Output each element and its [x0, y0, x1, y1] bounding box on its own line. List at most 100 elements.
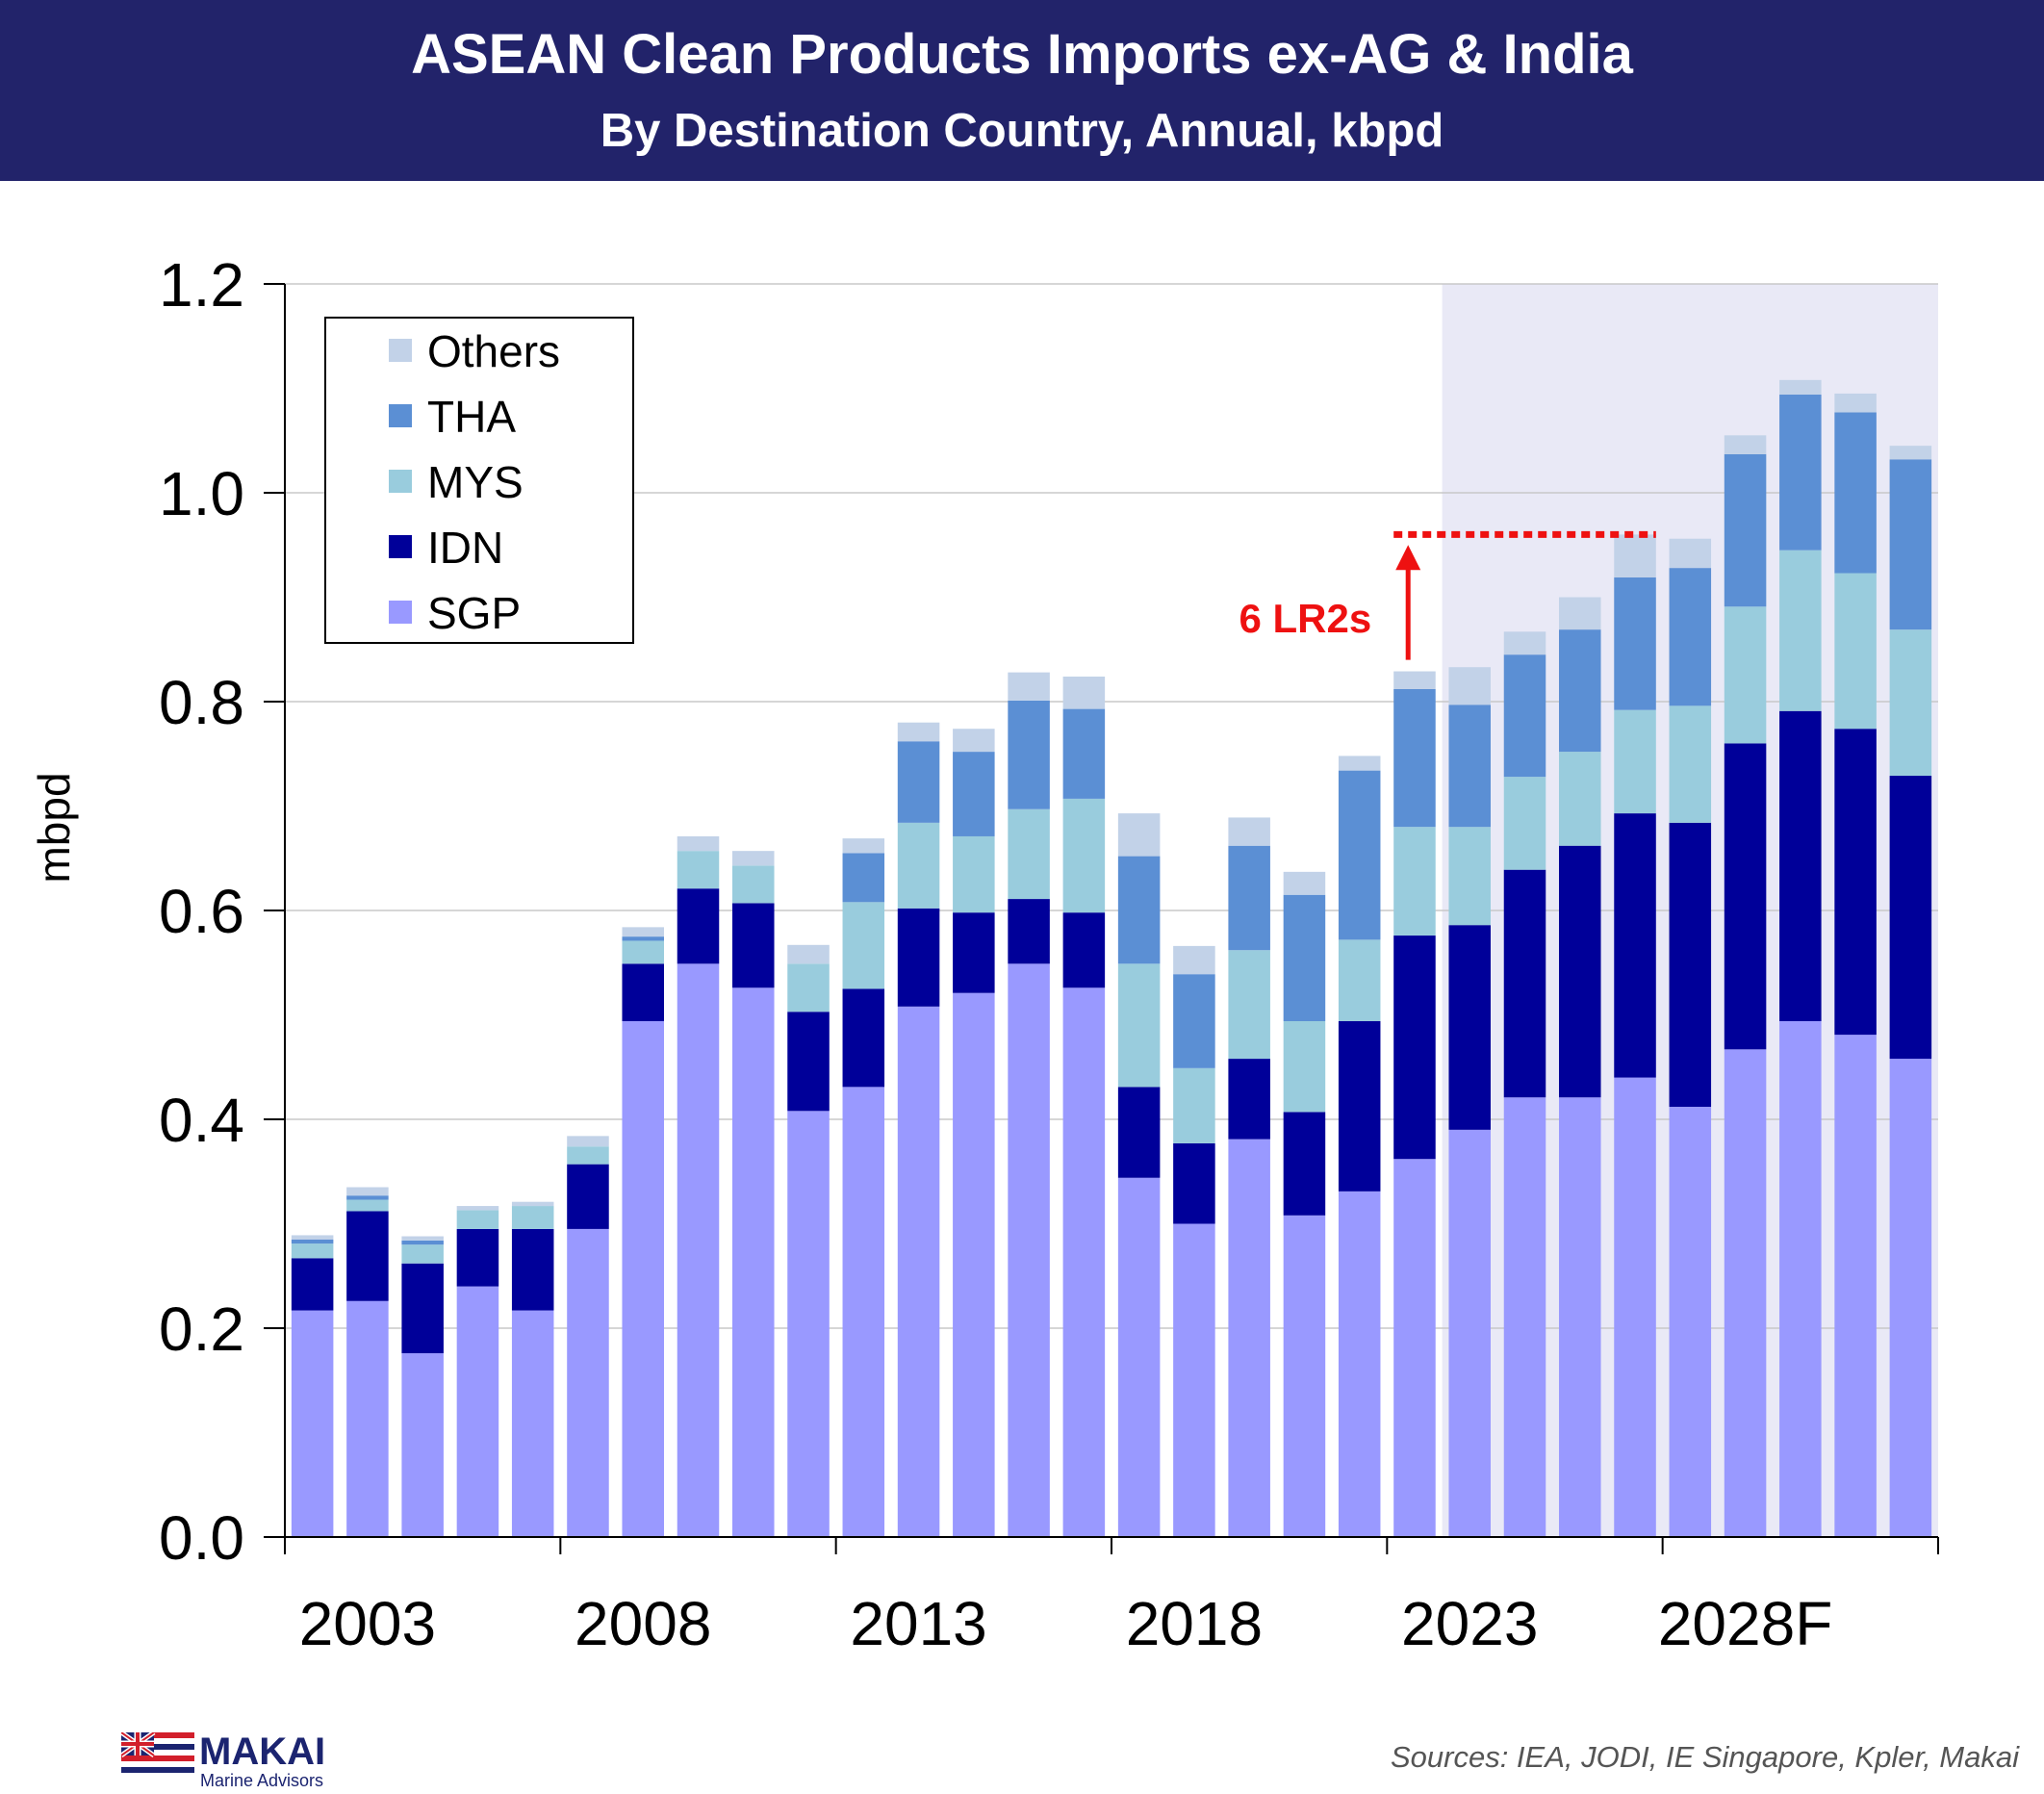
bar-segment-sgp-2004: [346, 1300, 389, 1537]
legend: Others THA MYS IDN SGP: [324, 317, 634, 644]
bar-segment-idn-2005: [401, 1263, 444, 1354]
bar-segment-sgp-2007: [511, 1310, 554, 1537]
bar-segment-tha-2019: [1173, 974, 1215, 1068]
bar-segment-others-2019: [1173, 945, 1215, 975]
bar-segment-others-2030: [1779, 379, 1822, 396]
x-tick-label: 2028F: [1658, 1589, 1832, 1658]
bar-segment-tha-2021: [1283, 894, 1326, 1022]
bar-segment-sgp-2009: [622, 1021, 664, 1537]
bar-segment-idn-2026: [1559, 845, 1601, 1098]
bar-segment-others-2004: [346, 1187, 389, 1196]
chart-header: ASEAN Clean Products Imports ex-AG & Ind…: [0, 0, 2044, 181]
bar-segment-sgp-2012: [787, 1111, 830, 1537]
bar-segment-others-2021: [1283, 871, 1326, 895]
bar-segment-sgp-2013: [842, 1087, 885, 1537]
legend-swatch-idn: [389, 535, 412, 558]
bar-segment-others-2027: [1614, 534, 1656, 577]
bar-segment-mys-2005: [401, 1244, 444, 1264]
bar-segment-mys-2024: [1448, 827, 1491, 926]
bar-segment-others-2011: [732, 851, 775, 866]
chart-subtitle: By Destination Country, Annual, kbpd: [600, 105, 1444, 157]
bar-segment-idn-2014: [897, 908, 940, 1007]
bar-segment-mys-2030: [1779, 550, 1822, 711]
sources-note: Sources: IEA, JODI, IE Singapore, Kpler,…: [1390, 1740, 2019, 1774]
bar-segment-mys-2032: [1889, 629, 1932, 777]
bar-segment-tha-2004: [346, 1195, 389, 1200]
bar-segment-others-2007: [511, 1201, 554, 1207]
bar-segment-sgp-2026: [1559, 1097, 1601, 1537]
bar-segment-sgp-2031: [1834, 1035, 1877, 1537]
bar-segment-sgp-2030: [1779, 1021, 1822, 1537]
bar-segment-idn-2017: [1062, 912, 1106, 988]
bar-segment-others-2025: [1503, 631, 1546, 655]
bar-segment-mys-2008: [567, 1146, 609, 1165]
bar-segment-others-2018: [1117, 813, 1161, 857]
legend-label-idn: IDN: [427, 523, 503, 573]
bars: [291, 379, 1932, 1537]
arrow-head: [1395, 545, 1421, 571]
bar-segment-idn-2024: [1448, 925, 1491, 1130]
bar-segment-idn-2003: [291, 1258, 334, 1311]
bar-segment-mys-2019: [1173, 1067, 1215, 1143]
bar-segment-sgp-2029: [1724, 1049, 1767, 1537]
lr2-annotation: 6 LR2s: [1239, 530, 1656, 660]
bar-segment-idn-2028: [1669, 822, 1712, 1107]
bar-segment-tha-2017: [1062, 708, 1106, 799]
legend-swatch-mys: [389, 470, 412, 493]
bar-segment-sgp-2017: [1062, 987, 1106, 1537]
bar-segment-others-2020: [1228, 817, 1270, 846]
legend-box: [324, 317, 634, 644]
bar-segment-tha-2003: [291, 1239, 334, 1244]
bar-segment-sgp-2025: [1503, 1097, 1546, 1537]
bar-segment-idn-2023: [1393, 935, 1436, 1160]
bar-segment-others-2017: [1062, 676, 1106, 709]
axes: 0.0 0.2 0.4 0.6 0.8 1.0 1.2 2003 2008 2013 2018 202…: [159, 250, 1939, 1658]
bar-segment-mys-2009: [622, 940, 664, 964]
bar-segment-others-2003: [291, 1235, 334, 1240]
bar-segment-sgp-2023: [1393, 1159, 1436, 1537]
bar-segment-sgp-2018: [1117, 1177, 1161, 1537]
bar-segment-sgp-2028: [1669, 1106, 1712, 1537]
bar-segment-sgp-2016: [1008, 963, 1050, 1537]
bar-segment-mys-2023: [1393, 827, 1436, 936]
bar-segment-others-2008: [567, 1136, 609, 1147]
bar-segment-idn-2007: [511, 1228, 554, 1311]
x-tick-label: 2008: [575, 1589, 711, 1658]
logo-tagline: Marine Advisors: [200, 1771, 324, 1790]
bar-segment-mys-2020: [1228, 950, 1270, 1060]
legend-label-sgp: SGP: [427, 588, 521, 638]
bar-segment-tha-2024: [1448, 705, 1491, 828]
bar-segment-tha-2022: [1338, 770, 1381, 940]
bar-segment-tha-2031: [1834, 412, 1877, 574]
legend-swatch-sgp: [389, 601, 412, 624]
bar-segment-others-2009: [622, 927, 664, 937]
bar-segment-mys-2007: [511, 1206, 554, 1229]
bar-segment-idn-2010: [677, 888, 720, 964]
bar-segment-mys-2013: [842, 902, 885, 989]
annotation-label: 6 LR2s: [1239, 596, 1371, 641]
bar-segment-idn-2011: [732, 903, 775, 988]
x-tick-label: 2013: [850, 1589, 986, 1658]
chart-title: ASEAN Clean Products Imports ex-AG & Ind…: [411, 23, 1633, 86]
bar-segment-sgp-2006: [456, 1286, 499, 1537]
bar-segment-others-2022: [1338, 756, 1381, 771]
bar-segment-sgp-2003: [291, 1310, 334, 1537]
bar-segment-sgp-2015: [953, 992, 995, 1537]
bar-segment-others-2023: [1393, 671, 1436, 689]
bar-segment-tha-2027: [1614, 577, 1656, 710]
bar-segment-idn-2022: [1338, 1021, 1381, 1192]
bar-segment-mys-2029: [1724, 606, 1767, 744]
bar-segment-mys-2012: [787, 963, 830, 1012]
bar-segment-idn-2020: [1228, 1059, 1270, 1140]
bar-segment-mys-2022: [1338, 939, 1381, 1022]
bar-segment-sgp-2005: [401, 1353, 444, 1537]
bar-segment-others-2015: [953, 729, 995, 753]
bar-segment-mys-2016: [1008, 808, 1050, 900]
bar-segment-idn-2004: [346, 1211, 389, 1301]
bar-segment-mys-2021: [1283, 1021, 1326, 1113]
bar-segment-tha-2028: [1669, 568, 1712, 706]
bar-segment-tha-2009: [622, 936, 664, 941]
stacked-bar-chart: 0.0 0.2 0.4 0.6 0.8 1.0 1.2 2003 2008 2013 2018 202…: [29, 250, 1939, 1658]
bar-segment-sgp-2022: [1338, 1191, 1381, 1537]
bar-segment-idn-2019: [1173, 1142, 1215, 1224]
